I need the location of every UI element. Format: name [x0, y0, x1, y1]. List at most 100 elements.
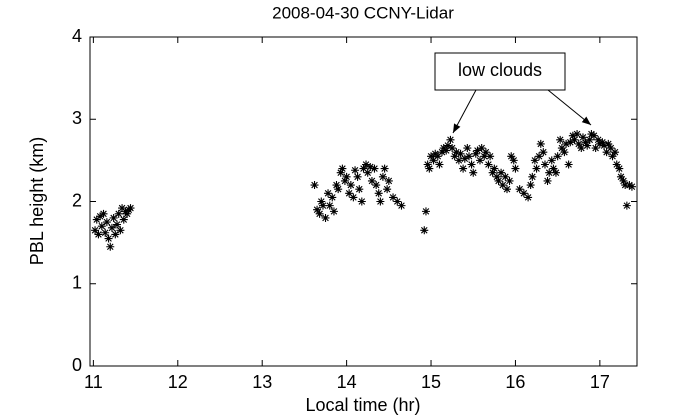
data-point [536, 139, 545, 148]
data-point [345, 189, 354, 198]
data-point [562, 139, 571, 148]
data-point [540, 160, 549, 169]
data-point [492, 172, 501, 181]
data-point [519, 189, 528, 198]
data-point [355, 185, 364, 194]
data-point [471, 149, 480, 158]
data-point [600, 141, 609, 150]
data-point [528, 172, 537, 181]
data-point [367, 176, 376, 185]
data-point [91, 226, 100, 235]
data-point [467, 160, 476, 169]
data-point [503, 185, 512, 194]
data-point [465, 152, 474, 161]
data-point [560, 148, 569, 157]
y-tick-label: 1 [72, 273, 82, 293]
data-point [325, 201, 334, 210]
data-point [450, 152, 459, 161]
data-point [459, 164, 468, 173]
data-point [589, 131, 598, 140]
data-point [425, 164, 434, 173]
data-point [116, 226, 125, 235]
data-point [378, 172, 387, 181]
data-point [556, 135, 565, 144]
data-point [442, 146, 451, 155]
data-point [340, 176, 349, 185]
data-point [107, 223, 116, 232]
data-point [570, 135, 579, 144]
data-point [435, 160, 444, 169]
data-point [524, 193, 533, 202]
data-point [101, 228, 110, 237]
x-tick-label: 16 [505, 372, 525, 392]
data-point [551, 168, 560, 177]
data-point [351, 166, 360, 175]
data-point [612, 160, 621, 169]
data-point [421, 207, 430, 216]
data-point [497, 168, 506, 177]
data-point [625, 181, 634, 190]
data-point [318, 201, 327, 210]
data-point [334, 185, 343, 194]
y-tick-label: 3 [72, 108, 82, 128]
data-point [539, 148, 548, 157]
data-point [463, 144, 472, 153]
annotation-arrow [547, 89, 592, 126]
data-point [104, 234, 113, 243]
data-point [438, 148, 447, 157]
data-point [113, 220, 122, 229]
data-point [621, 181, 630, 190]
data-point [594, 135, 603, 144]
data-point [94, 230, 103, 239]
data-point [615, 164, 624, 173]
data-point [349, 193, 358, 202]
data-point [505, 176, 514, 185]
data-point [114, 209, 123, 218]
data-point [564, 160, 573, 169]
data-point [383, 185, 392, 194]
data-point [427, 152, 436, 161]
data-point [359, 164, 368, 173]
data-point [310, 181, 319, 190]
data-point [581, 138, 590, 147]
data-point [480, 152, 489, 161]
data-point [553, 152, 562, 161]
data-point [598, 138, 607, 147]
annotation-arrow [452, 89, 477, 134]
data-point [602, 148, 611, 157]
data-point [456, 149, 465, 158]
data-point [568, 131, 577, 140]
data-point [573, 130, 582, 139]
annotation-box [434, 52, 566, 91]
data-point [106, 242, 115, 251]
data-point [313, 205, 322, 214]
data-point [111, 230, 120, 239]
data-point [566, 138, 575, 147]
y-tick-label: 0 [72, 355, 82, 375]
x-tick-label: 15 [421, 372, 441, 392]
data-point [530, 156, 539, 165]
data-point [97, 222, 106, 231]
data-point [622, 201, 631, 210]
data-point [328, 193, 337, 202]
data-point [338, 164, 347, 173]
data-point [587, 130, 596, 139]
data-point [92, 215, 101, 224]
data-point [484, 160, 493, 169]
data-point [353, 172, 362, 181]
data-point [543, 176, 552, 185]
data-point [616, 172, 625, 181]
data-point [606, 144, 615, 153]
data-point [577, 144, 586, 153]
data-point [376, 197, 385, 206]
x-tick-label: 17 [590, 372, 610, 392]
data-point [336, 168, 345, 177]
data-point [380, 164, 389, 173]
data-point [488, 168, 497, 177]
data-point [448, 144, 457, 153]
data-point [118, 204, 127, 213]
data-point [317, 197, 326, 206]
data-point [443, 141, 452, 150]
data-point [511, 164, 520, 173]
